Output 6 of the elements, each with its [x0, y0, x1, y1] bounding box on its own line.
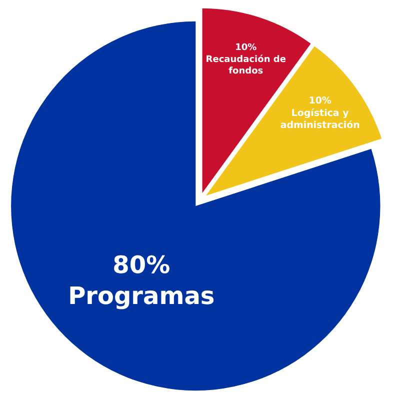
data-label: 10% [308, 96, 332, 107]
data-label: 80% [112, 251, 170, 280]
slice-label: Programas [68, 282, 215, 310]
slice-label: Recaudación de fondos [206, 54, 286, 77]
slice-label: Logística y administración [280, 108, 360, 132]
data-label: 10% [235, 43, 257, 54]
